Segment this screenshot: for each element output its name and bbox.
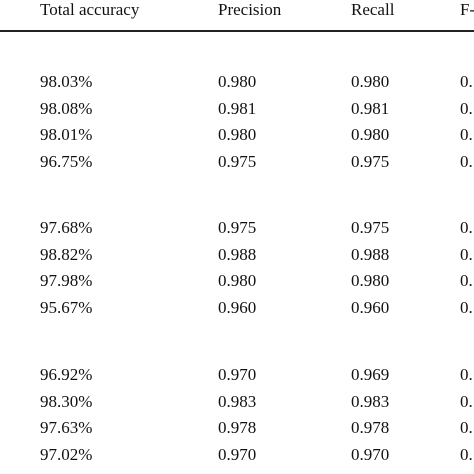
precision-cell: 0.975 <box>218 218 257 237</box>
recall-cell: 0.980 <box>351 125 390 144</box>
precision-cell: 0.980 <box>218 271 257 290</box>
total-accuracy-cell: 98.82% <box>40 245 93 264</box>
recall-cell: 0.988 <box>351 245 390 264</box>
precision-cell: 0.975 <box>218 152 257 171</box>
total-accuracy-cell: 98.01% <box>40 125 93 144</box>
f1-cell: 0. <box>460 445 473 464</box>
precision-cell: 0.988 <box>218 245 257 264</box>
precision-cell: 0.960 <box>218 298 257 317</box>
f1-cell: 0. <box>460 99 473 118</box>
precision-cell: 0.970 <box>218 365 257 384</box>
recall-cell: 0.969 <box>351 365 390 384</box>
header-recall: Recall <box>351 0 395 19</box>
total-accuracy-cell: 98.08% <box>40 99 93 118</box>
total-accuracy-cell: 98.03% <box>40 72 93 91</box>
f1-cell: 0. <box>460 298 473 317</box>
recall-cell: 0.983 <box>351 392 390 411</box>
f1-cell: 0. <box>460 245 473 264</box>
recall-cell: 0.975 <box>351 152 390 171</box>
total-accuracy-cell: 97.98% <box>40 271 93 290</box>
f1-cell: 0. <box>460 152 473 171</box>
header-f1: F- <box>460 0 474 19</box>
f1-cell: 0. <box>460 125 473 144</box>
recall-cell: 0.980 <box>351 271 390 290</box>
recall-cell: 0.960 <box>351 298 390 317</box>
recall-cell: 0.978 <box>351 418 390 437</box>
recall-cell: 0.980 <box>351 72 390 91</box>
f1-cell: 0. <box>460 365 473 384</box>
total-accuracy-cell: 97.68% <box>40 218 93 237</box>
precision-cell: 0.980 <box>218 125 257 144</box>
total-accuracy-cell: 97.02% <box>40 445 93 464</box>
header-precision: Precision <box>218 0 282 19</box>
precision-cell: 0.970 <box>218 445 257 464</box>
header-rule <box>0 30 474 32</box>
total-accuracy-cell: 98.30% <box>40 392 93 411</box>
f1-cell: 0. <box>460 392 473 411</box>
recall-cell: 0.970 <box>351 445 390 464</box>
precision-cell: 0.980 <box>218 72 257 91</box>
f1-cell: 0. <box>460 271 473 290</box>
f1-cell: 0. <box>460 72 473 91</box>
total-accuracy-cell: 95.67% <box>40 298 93 317</box>
total-accuracy-cell: 96.75% <box>40 152 93 171</box>
precision-cell: 0.983 <box>218 392 257 411</box>
header-total-accuracy: Total accuracy <box>40 0 140 19</box>
recall-cell: 0.981 <box>351 99 390 118</box>
total-accuracy-cell: 97.63% <box>40 418 93 437</box>
f1-cell: 0. <box>460 418 473 437</box>
precision-cell: 0.978 <box>218 418 257 437</box>
total-accuracy-cell: 96.92% <box>40 365 93 384</box>
recall-cell: 0.975 <box>351 218 390 237</box>
f1-cell: 0. <box>460 218 473 237</box>
precision-cell: 0.981 <box>218 99 257 118</box>
